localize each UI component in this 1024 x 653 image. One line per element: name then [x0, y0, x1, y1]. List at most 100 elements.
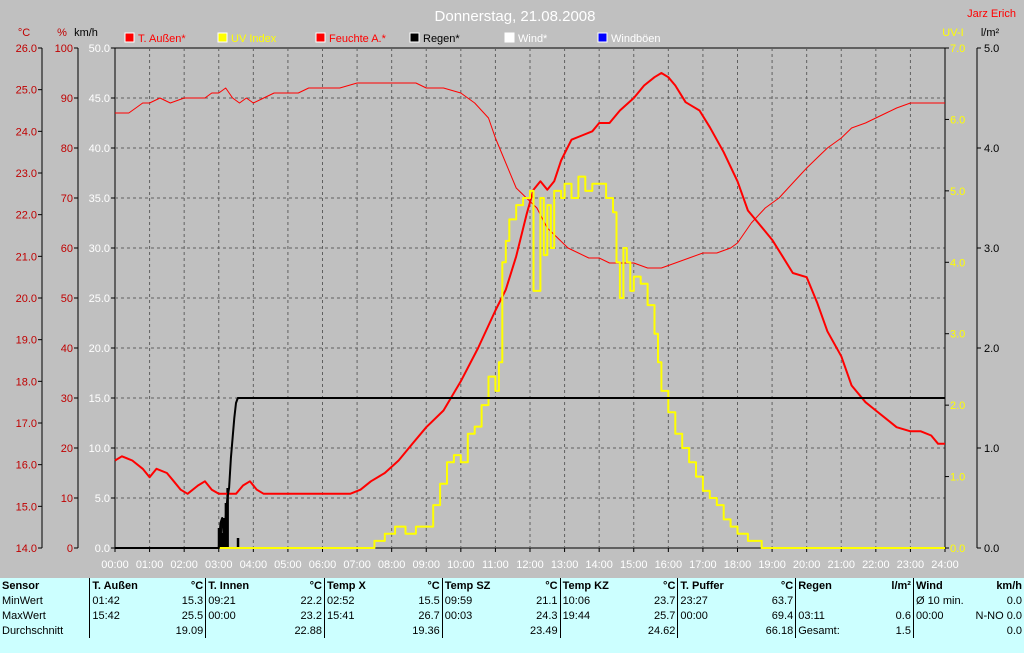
table-cell: 23.2: [300, 609, 322, 622]
time-axis-tick-label: 17:00: [689, 559, 717, 571]
header-unit-cell: °C: [309, 579, 322, 592]
rain-bar: [226, 488, 229, 548]
legend-label: Windböen: [611, 33, 661, 45]
wind-axis-tick-label: 5.0: [95, 493, 110, 505]
table-cell: [559, 623, 621, 638]
uv-axis-tick-label: 6.0: [950, 114, 965, 126]
wind-unit-label: km/h: [74, 27, 98, 39]
temp-axis-tick-label: 24.0: [16, 126, 37, 138]
humidity-unit-label: %: [57, 27, 67, 39]
header-cell: Wind: [912, 578, 974, 593]
header-cell: T. Puffer: [677, 578, 738, 593]
header-unit-cell: °C: [190, 579, 204, 592]
row-label-cell: Durchschnitt: [2, 624, 64, 637]
table-cell: 10:06: [559, 593, 621, 608]
uv-axis-tick-label: 1.0: [950, 472, 965, 484]
stats-table-panel: Sensor T. Außen °C T. Innen °C Temp X °C Temp S…: [0, 578, 1024, 653]
time-axis-tick-label: 14:00: [585, 559, 613, 571]
humidity-axis-tick-label: 40: [61, 343, 73, 355]
table-cell: 23.7: [653, 594, 676, 607]
humidity-axis-tick-label: 60: [61, 243, 73, 255]
wind-axis-tick-label: 25.0: [89, 293, 110, 305]
table-cell: 19:44: [559, 608, 621, 623]
temp-axis-tick-label: 26.0: [16, 43, 37, 55]
time-axis-tick-label: 01:00: [136, 559, 164, 571]
uv-axis-tick-label: 2.0: [950, 400, 965, 412]
table-cell: 00:00: [912, 608, 974, 623]
series-line-uv: [115, 175, 945, 549]
header-cell: Temp X: [323, 578, 385, 593]
table-cell: [912, 623, 974, 638]
table-cell: 24.3: [536, 609, 558, 622]
table-cell: Gesamt:: [795, 623, 856, 638]
humidity-axis-tick-label: 30: [61, 393, 73, 405]
humidity-axis-tick-label: 70: [61, 193, 73, 205]
header-cell: T. Innen: [205, 578, 266, 593]
rain-axis-tick-label: 3.0: [984, 243, 999, 255]
header-cell: Temp SZ: [441, 578, 503, 593]
temp-axis-tick-label: 23.0: [16, 168, 37, 180]
rain-axis-tick-label: 0.0: [984, 543, 999, 555]
temp-axis-tick-label: 14.0: [16, 543, 37, 555]
time-axis-tick-label: 22:00: [862, 559, 890, 571]
table-cell: 0.0: [1006, 624, 1022, 637]
wind-axis-tick-label: 45.0: [89, 93, 110, 105]
wind-axis-tick-label: 0.0: [95, 543, 110, 555]
chart-title: Donnerstag, 21.08.2008: [435, 8, 596, 25]
humidity-axis-tick-label: 10: [61, 493, 73, 505]
temp-axis-tick-label: 22.0: [16, 210, 37, 222]
table-cell: [795, 593, 856, 608]
table-cell: 23.49: [530, 624, 558, 637]
time-axis-tick-label: 11:00: [482, 559, 509, 571]
legend-swatch: [409, 32, 420, 43]
rain-unit-label: l/m²: [981, 27, 1000, 39]
table-cell: 00:03: [441, 608, 503, 623]
humidity-axis-tick-label: 100: [55, 43, 73, 55]
table-cell: 19.36: [412, 624, 440, 637]
table-cell: 24.62: [647, 624, 676, 637]
table-cell: [89, 623, 147, 638]
axes: 14.0 15.0 16.0 17.0 18.0 19.0 20.0 21.0 22.0 23.0…: [16, 27, 1000, 571]
table-cell: [441, 623, 503, 638]
time-axis-tick-label: 02:00: [170, 559, 198, 571]
wind-axis-tick-label: 40.0: [89, 143, 110, 155]
header-cell: Regen: [795, 578, 856, 593]
table-header-row: Sensor T. Außen °C T. Innen °C Temp X °C Temp S…: [0, 578, 1024, 593]
temp-axis-tick-label: 16.0: [16, 460, 37, 472]
time-axis-tick-label: 21:00: [827, 559, 855, 571]
rain-bar: [219, 523, 222, 548]
legend-label: Feuchte A.*: [329, 33, 387, 45]
header-unit-cell: °C: [663, 579, 676, 592]
table-row: Durchschnitt 19.09 22.88 19.36 23.49 24.62 66.…: [0, 623, 1024, 638]
table-cell: 22.2: [300, 594, 322, 607]
table-cell: 0.0: [1006, 594, 1022, 607]
table-cell: 09:59: [441, 593, 503, 608]
table-cell: 15:41: [323, 608, 385, 623]
time-axis-tick-label: 08:00: [378, 559, 406, 571]
legend: T. Außen* UV Index Feuchte A.* Regen* Wind* W…: [124, 32, 661, 45]
humidity-axis-tick-label: 80: [61, 143, 73, 155]
grid: [115, 48, 945, 548]
row-label-cell: MaxWert: [2, 609, 46, 622]
header-unit-cell: km/h: [996, 579, 1022, 592]
table-cell: [205, 623, 266, 638]
header-cell: T. Außen: [89, 578, 147, 593]
table-cell: 66.18: [765, 624, 794, 637]
table-cell: Ø 10 min.: [912, 593, 974, 608]
uv-axis-tick-label: 3.0: [950, 329, 965, 341]
temp-axis-tick-label: 21.0: [16, 251, 37, 263]
legend-swatch: [124, 32, 135, 43]
uv-axis-tick-label: 0.0: [950, 543, 965, 555]
temp-axis-tick-label: 17.0: [16, 418, 37, 430]
table-cell: 1.5: [895, 624, 911, 637]
table-cell: 63.7: [771, 594, 794, 607]
table-cell: N-NO 0.0: [975, 609, 1022, 622]
legend-label: Wind*: [518, 33, 548, 45]
humidity-axis-tick-label: 90: [61, 93, 73, 105]
table-cell: [856, 593, 914, 608]
wind-axis-tick-label: 15.0: [89, 393, 110, 405]
table-cell: 19.09: [175, 624, 204, 637]
table-cell: [323, 623, 385, 638]
table-cell: 25.5: [181, 609, 204, 622]
rain-bar: [236, 538, 240, 548]
